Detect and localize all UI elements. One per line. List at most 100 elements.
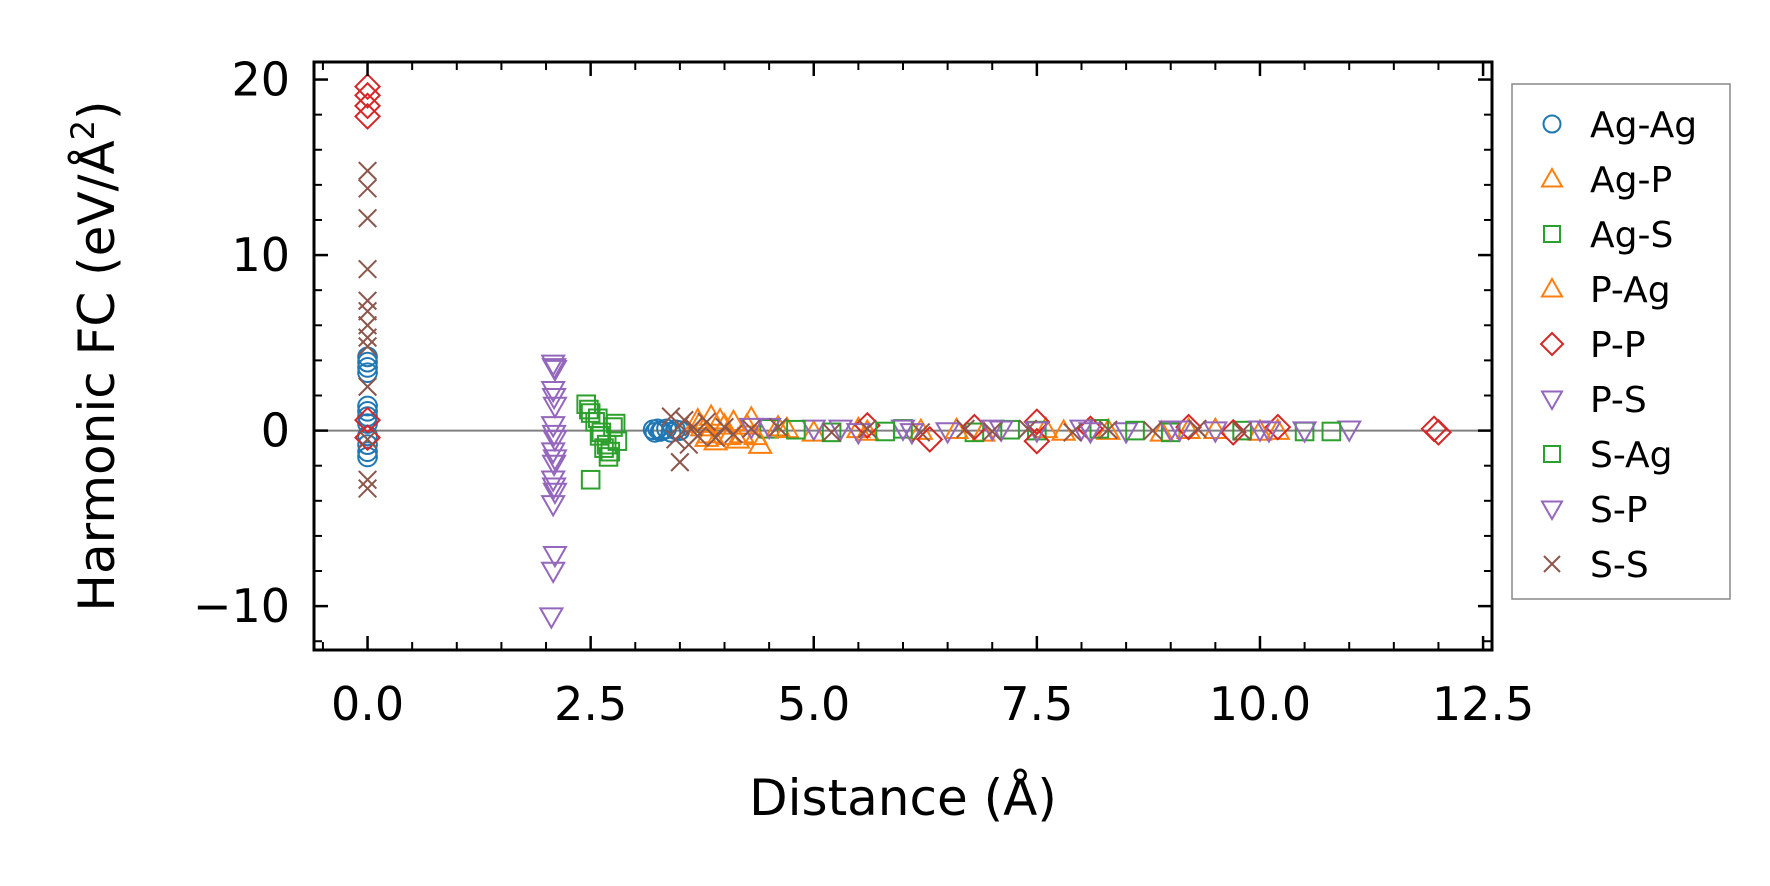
data-point [738,417,765,441]
data-point [541,454,567,477]
data-point [542,449,568,472]
data-point [538,607,565,630]
data-point [1424,418,1452,446]
y-axis-title-close: ) [68,100,126,120]
data-point [357,441,378,463]
data-point [660,422,682,443]
data-point [357,362,378,384]
series-S-P [541,358,1282,500]
x-tick-label: 12.5 [1432,677,1534,731]
axis-ticks: 0.0 2.5 5.0 7.5 10.0 12.5 −10 0 10 20 [193,53,1534,731]
data-point [358,479,378,499]
data-point [934,422,961,445]
data-point [358,336,378,356]
data-point [1098,420,1118,440]
data-point [1219,418,1247,446]
data-point [1187,419,1208,439]
data-point [354,102,382,130]
data-point [955,419,975,439]
legend-marker [1540,166,1564,188]
data-point [822,422,842,442]
data-point [541,424,567,448]
y-tick-label: 20 [231,53,290,107]
data-point [600,441,621,462]
legend-marker [1540,276,1564,298]
data-point [1202,416,1229,439]
data-point [357,357,378,378]
data-point [542,482,568,506]
data-point [541,387,567,411]
data-point [720,408,747,432]
data-point [357,434,378,455]
legend-label: S-S [1590,545,1649,586]
data-point [358,259,378,279]
data-point [541,477,567,500]
data-point [706,428,726,448]
x-axis-title: Distance (Å) [749,769,1057,827]
data-point [854,418,881,441]
data-point [357,395,378,417]
legend-marker [1540,500,1564,522]
data-point [908,417,934,440]
x-tick-label: 10.0 [1209,677,1311,731]
data-point [670,452,690,472]
data-point [1023,427,1051,455]
data-point [357,400,378,422]
data-point [580,469,601,490]
legend-label: Ag-P [1590,160,1672,201]
legend-marker [1539,331,1565,357]
y-tick-label: 10 [231,228,290,282]
data-point [715,417,735,437]
data-point [943,416,970,439]
data-point [1077,422,1104,445]
x-tick-label: 7.5 [1000,677,1073,731]
data-point [697,412,717,432]
data-point [1336,420,1362,443]
data-point [354,424,382,452]
data-point [542,545,568,569]
data-point [857,419,877,439]
data-point [801,419,827,442]
data-point [875,421,895,442]
data-point [358,161,378,181]
legend-marker [1543,555,1561,573]
legend-label: S-Ag [1590,435,1673,476]
data-point [605,413,626,434]
data-point [683,417,703,437]
data-point [358,208,378,228]
data-point [988,420,1014,443]
data-point [358,470,378,490]
data-point [540,561,566,585]
data-point [1125,420,1145,441]
legend-label: P-Ag [1590,270,1671,311]
data-point [1166,420,1193,443]
series-S-Ag [579,399,1342,462]
data-point [354,92,382,120]
data-point [911,422,931,442]
data-point [358,178,378,198]
data-point [674,410,694,430]
data-point [1023,408,1051,436]
data-point [982,421,1002,441]
data-point [1256,421,1282,444]
y-tick-label: −10 [193,579,290,633]
data-point [688,426,708,446]
data-point [1232,420,1252,441]
data-point [358,328,378,348]
legend-label: Ag-S [1590,215,1673,256]
data-point [542,430,568,453]
data-point [540,380,566,404]
legend-label: P-P [1590,325,1646,366]
y-axis-title: Harmonic FC (eV/Å2) [64,100,126,611]
series-S-S [358,161,1252,499]
legend-marker [1543,445,1561,463]
x-tick-label: 0.0 [331,677,404,731]
data-point [786,419,806,440]
x-tick-label: 2.5 [554,677,627,731]
data-point [542,396,568,420]
data-point [665,429,685,449]
data-point [1202,421,1229,444]
data-point [695,421,722,444]
data-point [723,424,743,444]
